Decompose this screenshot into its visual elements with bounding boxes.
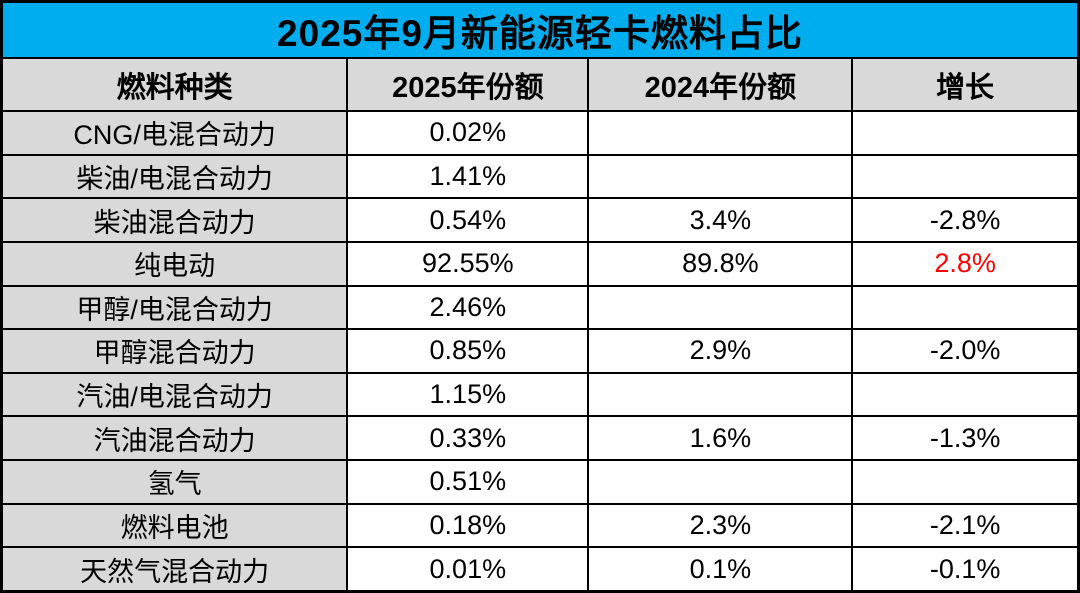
cell-growth (851, 153, 1080, 200)
cell-share-2025: 2.46% (346, 284, 590, 331)
table-row: 纯电动 92.55% 89.8% 2.8% (0, 240, 1080, 287)
title-row: 2025年9月新能源轻卡燃料占比 (0, 0, 1080, 59)
cell-fuel-type: 氢气 (0, 459, 349, 505)
header-row: 燃料种类 2025年份额 2024年份额 增长 (0, 57, 1080, 112)
cell-growth: -2.0% (851, 328, 1080, 374)
table-row: CNG/电混合动力 0.02% (0, 110, 1080, 156)
cell-share-2025: 1.15% (346, 371, 590, 418)
cell-share-2025: 0.02% (346, 110, 590, 156)
cell-share-2024: 89.8% (587, 240, 854, 287)
table-row: 甲醇混合动力 0.85% 2.9% -2.0% (0, 328, 1080, 374)
cell-fuel-type: 柴油/电混合动力 (0, 153, 349, 200)
cell-share-2024: 1.6% (587, 415, 854, 461)
cell-growth: 2.8% (851, 240, 1080, 287)
cell-growth: -1.3% (851, 415, 1080, 461)
cell-share-2025: 0.51% (346, 459, 590, 505)
cell-growth (851, 459, 1080, 505)
cell-share-2024 (587, 371, 854, 418)
cell-share-2025: 1.41% (346, 153, 590, 200)
cell-fuel-type: 甲醇/电混合动力 (0, 284, 349, 331)
cell-fuel-type: 燃料电池 (0, 502, 349, 549)
table-row: 汽油混合动力 0.33% 1.6% -1.3% (0, 415, 1080, 461)
cell-share-2024: 2.3% (587, 502, 854, 549)
column-header-share-2024: 2024年份额 (587, 57, 854, 112)
cell-share-2024: 0.1% (587, 546, 854, 593)
cell-growth: -2.8% (851, 197, 1080, 243)
cell-share-2025: 0.54% (346, 197, 590, 243)
table-row: 柴油混合动力 0.54% 3.4% -2.8% (0, 197, 1080, 243)
cell-growth: -2.1% (851, 502, 1080, 549)
cell-share-2024: 3.4% (587, 197, 854, 243)
cell-growth (851, 110, 1080, 156)
cell-growth (851, 371, 1080, 418)
table-title: 2025年9月新能源轻卡燃料占比 (0, 0, 1080, 59)
cell-share-2024 (587, 110, 854, 156)
cell-share-2025: 0.85% (346, 328, 590, 374)
table-row: 汽油/电混合动力 1.15% (0, 371, 1080, 418)
cell-growth: -0.1% (851, 546, 1080, 593)
cell-growth (851, 284, 1080, 331)
column-header-growth: 增长 (851, 57, 1080, 112)
table-row: 燃料电池 0.18% 2.3% -2.1% (0, 502, 1080, 549)
cell-share-2024 (587, 459, 854, 505)
cell-share-2025: 0.18% (346, 502, 590, 549)
cell-fuel-type: 甲醇混合动力 (0, 328, 349, 374)
cell-share-2025: 92.55% (346, 240, 590, 287)
cell-share-2025: 0.33% (346, 415, 590, 461)
column-header-share-2025: 2025年份额 (346, 57, 590, 112)
cell-fuel-type: 纯电动 (0, 240, 349, 287)
cell-fuel-type: 柴油混合动力 (0, 197, 349, 243)
table-row: 甲醇/电混合动力 2.46% (0, 284, 1080, 331)
cell-fuel-type: 汽油/电混合动力 (0, 371, 349, 418)
cell-fuel-type: CNG/电混合动力 (0, 110, 349, 156)
column-header-fuel-type: 燃料种类 (0, 57, 349, 112)
cell-share-2024 (587, 153, 854, 200)
table-row: 氢气 0.51% (0, 459, 1080, 505)
cell-fuel-type: 汽油混合动力 (0, 415, 349, 461)
cell-share-2024 (587, 284, 854, 331)
cell-share-2025: 0.01% (346, 546, 590, 593)
cell-share-2024: 2.9% (587, 328, 854, 374)
table-row: 柴油/电混合动力 1.41% (0, 153, 1080, 200)
cell-fuel-type: 天然气混合动力 (0, 546, 349, 593)
table-row: 天然气混合动力 0.01% 0.1% -0.1% (0, 546, 1080, 593)
